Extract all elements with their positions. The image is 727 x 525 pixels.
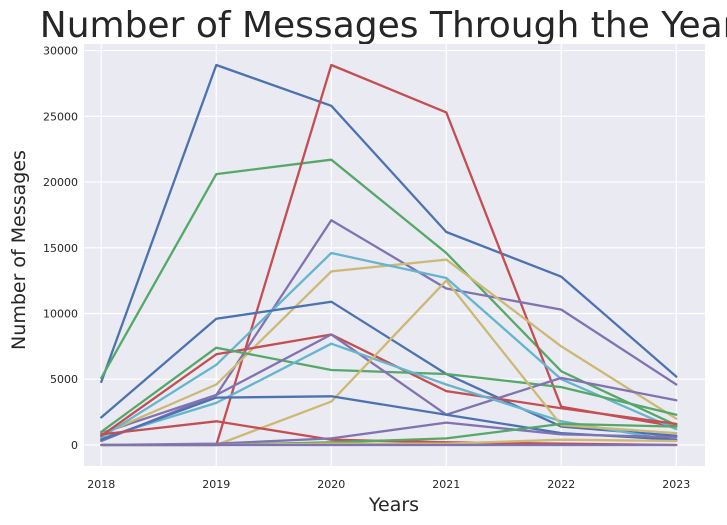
series-lines: [100, 63, 678, 447]
y-tick-label: 30000: [43, 45, 78, 58]
series-line-1: [100, 63, 678, 384]
y-tick-label: 10000: [43, 308, 78, 321]
series-line-8: [100, 333, 678, 437]
x-tick-label: 2021: [432, 478, 460, 491]
series-line-2: [100, 158, 678, 427]
x-tick-label: 2018: [87, 478, 115, 491]
y-axis-ticks: 0 5000 10000 15000 20000 25000 30000: [43, 45, 78, 452]
series-line-9: [100, 346, 678, 433]
y-tick-label: 25000: [43, 110, 78, 123]
y-axis-title: Number of Messages: [8, 150, 30, 350]
x-axis-title: Years: [368, 494, 419, 516]
series-line-7: [100, 300, 678, 437]
x-axis-ticks: 2018 2019 2020 2021 2022 2023: [87, 478, 690, 491]
series-line-10: [100, 333, 678, 443]
series-line-6: [100, 251, 678, 439]
y-tick-label: 15000: [43, 242, 78, 255]
x-tick-label: 2019: [202, 478, 230, 491]
series-line-4: [100, 219, 678, 435]
x-tick-label: 2020: [317, 478, 345, 491]
x-tick-label: 2022: [547, 478, 575, 491]
y-tick-label: 20000: [43, 176, 78, 189]
x-tick-label: 2023: [662, 478, 690, 491]
chart-title: Number of Messages Through the Years: [40, 5, 727, 46]
y-tick-label: 5000: [50, 373, 78, 386]
y-tick-label: 0: [71, 439, 78, 452]
